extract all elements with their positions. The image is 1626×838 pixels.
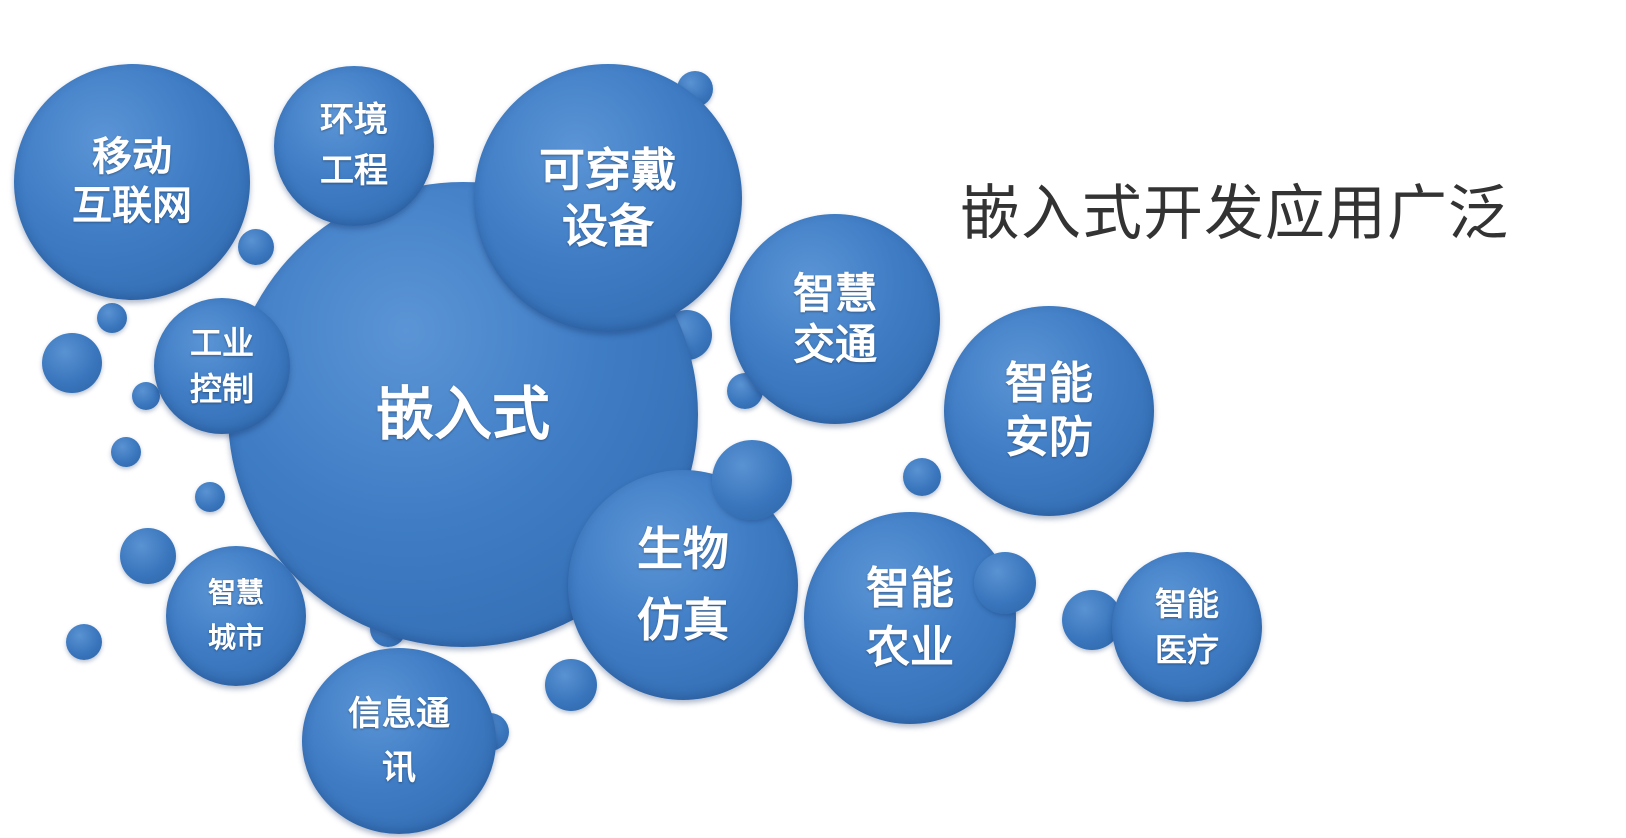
bubble-label: 交通 [792,320,877,369]
bubble-label: 移动 [92,134,172,181]
bubble-label: 智慧 [207,576,264,610]
bubble-label: 讯 [382,748,416,788]
bubble-label: 智慧 [792,268,877,318]
bubble-label: 城市 [207,621,264,654]
decor-dot [195,482,225,512]
bubble-smart-security: 智能 安防 [944,306,1154,516]
bubble-smart-agriculture: 智能 农业 [804,512,1016,724]
bubble-label: 智能 [866,562,954,614]
decor-dot [545,659,597,711]
decor-dot [120,528,176,584]
bubble-label: 互联网 [72,183,192,229]
bubble-label: 生物 [637,521,729,576]
bubble-smart-healthcare: 智能 医疗 [1112,552,1262,702]
decor-dot [66,624,102,660]
decor-dot [903,458,941,496]
bubble-label: 医疗 [1154,631,1219,669]
bubble-industrial-control: 工业 控制 [154,298,290,434]
bubble-smart-city: 智慧 城市 [166,546,306,686]
bubble-label: 智能 [1154,584,1219,623]
diagram-title: 嵌入式开发应用广泛 [960,179,1509,249]
bubble-label: 控制 [189,370,254,408]
bubble-label: 仿真 [637,593,729,647]
bubble-wearable-devices: 可穿戴 设备 [474,64,742,332]
center-label: 嵌入式 [375,380,550,449]
bubble-label: 环境 [320,100,388,140]
bubble-mobile-internet: 移动 互联网 [14,64,250,300]
bubble-info-communication: 信息通 讯 [302,648,496,834]
decor-dot [132,382,160,410]
decor-dot [111,437,141,467]
decor-dot [97,303,127,333]
bubble-label: 农业 [866,622,954,673]
bubble-environment-engineering: 环境 工程 [274,66,434,226]
bubble-label: 设备 [562,199,654,253]
bubble-smart-transport: 智慧 交通 [730,214,940,424]
bubble-label: 可穿戴 [539,142,677,197]
decor-dot [42,333,102,393]
bubble-label: 工程 [320,151,388,191]
bubble-label: 智能 [1005,358,1093,410]
decor-dot [712,440,792,520]
decor-dot [238,229,274,265]
bubble-label: 工业 [189,323,254,362]
bubble-label: 信息通 [348,693,450,734]
decor-dot [974,552,1036,614]
bubble-label: 安防 [1005,412,1093,463]
